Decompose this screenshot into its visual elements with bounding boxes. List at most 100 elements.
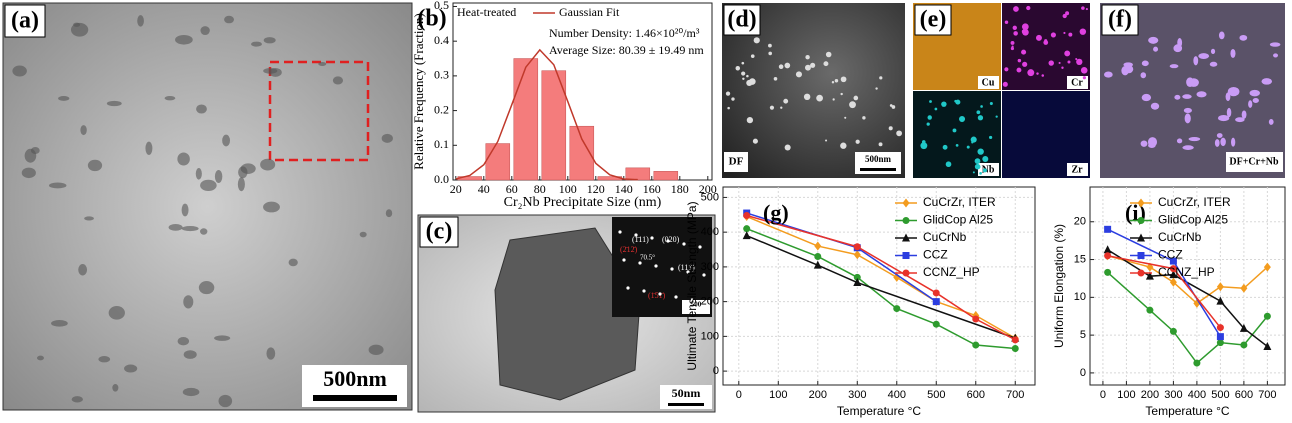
precipitate bbox=[78, 264, 88, 276]
precipitate bbox=[1010, 46, 1015, 51]
precipitate bbox=[266, 347, 276, 360]
marker bbox=[902, 269, 910, 277]
precipitate bbox=[1141, 93, 1152, 102]
precipitate bbox=[1085, 8, 1088, 11]
precipitate bbox=[952, 128, 957, 133]
precipitate bbox=[251, 41, 262, 47]
marker bbox=[1216, 324, 1224, 332]
precipitate bbox=[816, 94, 823, 102]
precipitate bbox=[945, 161, 952, 168]
precipitate bbox=[1011, 45, 1014, 48]
precipitate bbox=[1016, 67, 1022, 73]
precipitate bbox=[98, 356, 111, 363]
precipitate bbox=[727, 106, 730, 110]
precipitate bbox=[200, 26, 210, 35]
precipitate bbox=[1148, 142, 1156, 148]
marker bbox=[1169, 257, 1177, 265]
precipitate bbox=[977, 148, 984, 155]
x-tick-label: 60 bbox=[506, 182, 518, 196]
x-tick-label: 300 bbox=[1164, 389, 1182, 401]
y-tick-label: 100 bbox=[701, 330, 719, 342]
precipitate bbox=[855, 139, 860, 144]
marker bbox=[1216, 339, 1224, 347]
y-tick-label: 0.0 bbox=[434, 172, 449, 186]
precipitate bbox=[1027, 69, 1035, 77]
precipitate bbox=[1022, 28, 1029, 36]
y-tick-label: 300 bbox=[701, 261, 719, 273]
precipitate bbox=[954, 99, 957, 103]
precipitate bbox=[182, 387, 200, 397]
precipitate bbox=[1076, 58, 1083, 66]
precipitate bbox=[1231, 137, 1236, 147]
precipitate bbox=[263, 68, 278, 74]
marker bbox=[1193, 359, 1201, 367]
zoom-box bbox=[268, 60, 370, 162]
y-tick-label: 0.1 bbox=[434, 137, 449, 151]
precipitate bbox=[1124, 65, 1134, 74]
precipitate bbox=[1141, 60, 1149, 67]
precipitate bbox=[1140, 72, 1147, 79]
precipitate bbox=[1082, 76, 1086, 80]
precipitate bbox=[240, 163, 256, 174]
legend-label: Gaussian Fit bbox=[559, 5, 620, 19]
precipitate bbox=[318, 61, 327, 66]
precipitate bbox=[124, 364, 138, 373]
y-tick-label: 0.3 bbox=[434, 68, 449, 82]
precipitate bbox=[1026, 5, 1031, 11]
precipitate bbox=[183, 350, 197, 359]
precipitate bbox=[1012, 25, 1017, 30]
precipitate bbox=[145, 141, 153, 155]
plot-frame bbox=[722, 186, 1036, 386]
marker bbox=[1145, 271, 1154, 280]
marker bbox=[1216, 333, 1224, 341]
saed-scale: 500 bbox=[691, 301, 702, 309]
precipitate bbox=[1036, 72, 1039, 75]
map-label: Cr bbox=[1071, 77, 1083, 88]
precipitate bbox=[1048, 60, 1054, 66]
precipitate bbox=[941, 101, 947, 107]
precipitate bbox=[982, 156, 989, 163]
precipitate bbox=[875, 87, 878, 90]
precipitate bbox=[177, 152, 190, 166]
precipitate bbox=[1068, 32, 1073, 37]
precipitate bbox=[1140, 140, 1148, 147]
x-tick-label: 500 bbox=[1211, 389, 1229, 401]
precipitate bbox=[1004, 20, 1009, 24]
precipitate bbox=[974, 158, 981, 165]
x-tick-label: 600 bbox=[967, 389, 985, 401]
precipitate bbox=[12, 65, 27, 77]
precipitate bbox=[288, 258, 298, 267]
precipitate bbox=[1230, 48, 1236, 58]
precipitate bbox=[750, 54, 755, 59]
marker bbox=[1137, 217, 1145, 224]
precipitate bbox=[849, 101, 856, 109]
scale-text: 50nm bbox=[672, 386, 701, 400]
precipitate bbox=[36, 355, 44, 361]
diffraction-spot bbox=[686, 270, 690, 274]
x-tick-label: 700 bbox=[1006, 389, 1024, 401]
precipitate bbox=[1148, 36, 1159, 44]
marker bbox=[1011, 345, 1019, 353]
y-tick-label: 400 bbox=[701, 226, 719, 238]
precipitate bbox=[752, 138, 758, 144]
precipitate bbox=[214, 170, 223, 184]
precipitate bbox=[1183, 107, 1192, 114]
precipitate bbox=[1193, 56, 1199, 66]
x-tick-label: 180 bbox=[671, 182, 689, 196]
diffraction-spot bbox=[618, 230, 622, 234]
x-tick-label: 40 bbox=[478, 182, 490, 196]
precipitate bbox=[927, 115, 932, 120]
precipitate bbox=[955, 143, 959, 147]
diffraction-spot bbox=[626, 286, 630, 290]
precipitate bbox=[1261, 78, 1273, 85]
x-tick-label: 400 bbox=[888, 389, 906, 401]
marker bbox=[814, 241, 822, 251]
legend-label: CCNZ_HP bbox=[923, 265, 980, 279]
x-tick-label: 120 bbox=[587, 182, 605, 196]
precipitate bbox=[1013, 6, 1019, 12]
legend-label: CuCrNb bbox=[923, 230, 967, 244]
diffraction-spot bbox=[674, 295, 678, 299]
marker bbox=[1263, 312, 1271, 320]
precipitate bbox=[263, 37, 276, 44]
